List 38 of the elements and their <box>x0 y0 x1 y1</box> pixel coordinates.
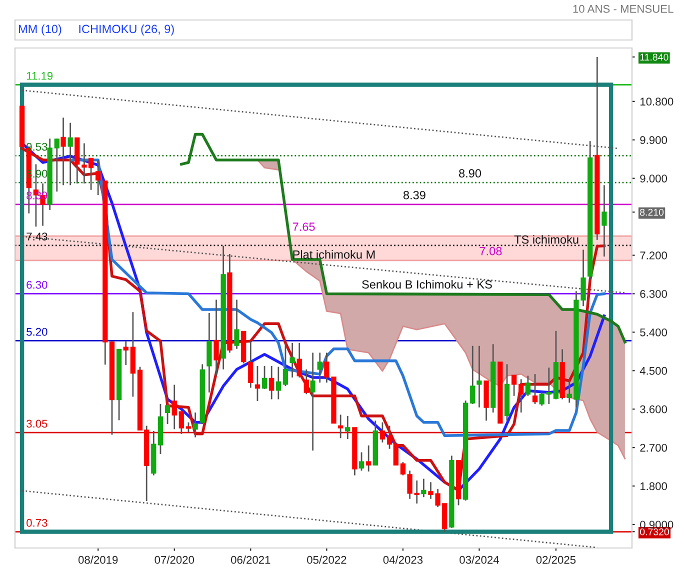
y-tick-label: 9.900 <box>640 136 668 144</box>
x-tick-label: 03/2024 <box>460 556 499 564</box>
y-tick-label: 10.800 <box>640 98 674 106</box>
annotation: Senkou B Ichimoku + KS <box>362 280 492 289</box>
y-tick-label: 7.200 <box>640 252 668 260</box>
y-tick-label: 3.600 <box>640 405 668 414</box>
annotation: 7.08 <box>480 246 502 256</box>
text: MM (10) <box>18 24 62 36</box>
y-tick-label: 9.000 <box>640 174 668 182</box>
y-tick-label: 0.7320 <box>640 528 669 536</box>
annotation: TS ichimoku <box>514 235 578 244</box>
x-tick-label: 02/2025 <box>536 556 576 564</box>
y-tick-label: 6.300 <box>640 290 668 298</box>
annotation: 8.39 <box>403 190 426 200</box>
x-tick-label: 08/2019 <box>78 556 118 564</box>
ref-line-label: 9.53 <box>26 142 48 151</box>
annotation: 8.90 <box>459 169 482 178</box>
x-tick-label: 07/2020 <box>154 556 194 564</box>
ref-line-label: 7.43 <box>26 232 48 240</box>
annotation: 7.65 <box>292 222 315 231</box>
chart-title: 10 ANS - MENSUEL <box>573 4 674 13</box>
ref-line-label: 0.73 <box>26 518 48 527</box>
annotation: Plat ichimoku M <box>293 250 375 259</box>
y-tick-label: 2.700 <box>640 444 668 452</box>
ref-line-label: 3.05 <box>26 420 48 428</box>
y-tick-label: 0.9000 <box>640 520 674 529</box>
ref-line-label: 11.19 <box>26 72 53 80</box>
x-tick-label: 06/2021 <box>231 556 270 564</box>
y-tick-label: 1.800 <box>640 482 668 490</box>
y-tick-label: 8.210 <box>640 208 664 216</box>
ref-line-label: 5.20 <box>26 328 48 336</box>
x-tick-label: 04/2023 <box>383 556 423 564</box>
y-tick-label: 4.500 <box>640 366 668 375</box>
y-tick-label: 5.400 <box>640 328 668 336</box>
text: ICHIMOKU (26, 9) <box>79 24 174 36</box>
ref-line-label: 6.30 <box>26 280 48 289</box>
x-tick-label: 05/2022 <box>307 556 346 564</box>
y-tick-label: 11.840 <box>640 54 668 61</box>
